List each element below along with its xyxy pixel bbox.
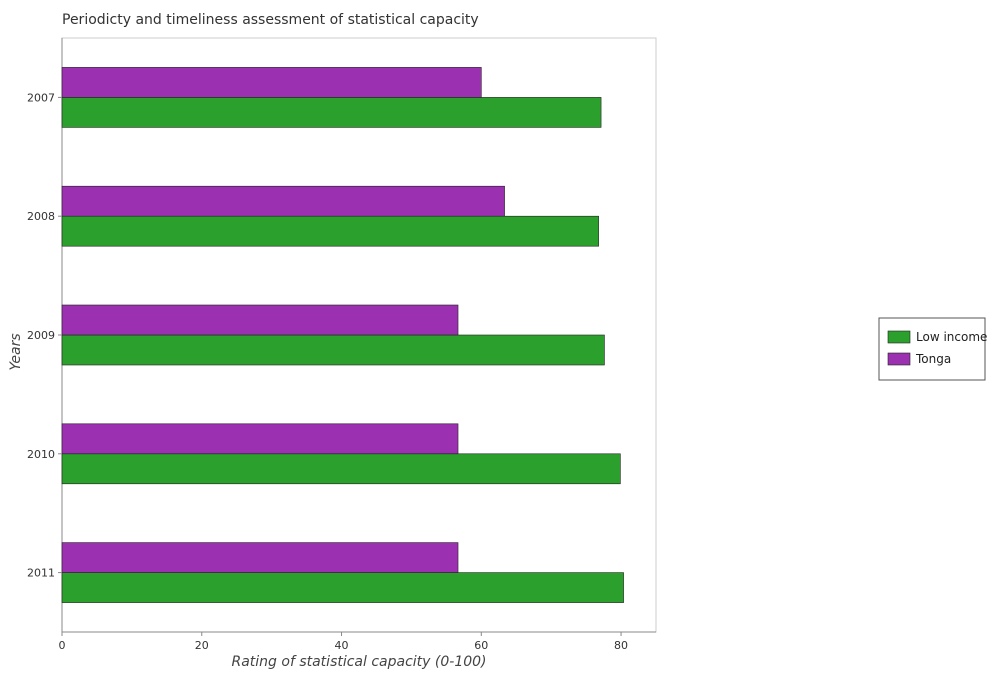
x-tick-label: 80 bbox=[614, 639, 628, 652]
legend-swatch bbox=[887, 330, 911, 344]
bar-tonga-2009 bbox=[61, 304, 459, 336]
legend-box bbox=[878, 317, 986, 381]
y-tick-label: 2009 bbox=[27, 329, 55, 342]
bar-tonga-2011 bbox=[61, 542, 459, 573]
legend-swatch bbox=[887, 352, 911, 366]
bar-low-income-2008 bbox=[61, 215, 599, 247]
y-tick-label: 2011 bbox=[27, 567, 55, 580]
x-axis-label: Rating of statistical capacity (0-100) bbox=[231, 654, 486, 670]
chart-title: Periodicty and timeliness assessment of … bbox=[62, 12, 479, 28]
bar-low-income-2007 bbox=[61, 97, 602, 128]
y-axis-ticks: 2007 2008 2009 2010 2011 bbox=[27, 91, 62, 580]
bar-tonga-2010 bbox=[61, 423, 459, 455]
x-tick-label: 20 bbox=[195, 639, 209, 652]
bar-low-income-2011 bbox=[61, 572, 624, 603]
legend: Low income Tonga bbox=[878, 317, 987, 381]
x-axis-ticks: 0 20 40 60 80 bbox=[59, 632, 628, 652]
bar-tonga-2008 bbox=[61, 185, 505, 217]
plot-area bbox=[61, 37, 657, 633]
y-tick-label: 2007 bbox=[27, 91, 55, 104]
legend-label: Low income bbox=[916, 330, 987, 344]
x-tick-label: 0 bbox=[59, 639, 66, 652]
y-tick-label: 2010 bbox=[27, 448, 55, 461]
bar-tonga-2007 bbox=[61, 67, 482, 98]
y-axis-label: Years bbox=[8, 333, 24, 370]
bar-low-income-2009 bbox=[61, 334, 605, 366]
x-tick-label: 40 bbox=[335, 639, 349, 652]
bar-low-income-2010 bbox=[61, 453, 621, 485]
y-tick-label: 2008 bbox=[27, 210, 55, 223]
legend-label: Tonga bbox=[915, 352, 951, 366]
x-tick-label: 60 bbox=[474, 639, 488, 652]
